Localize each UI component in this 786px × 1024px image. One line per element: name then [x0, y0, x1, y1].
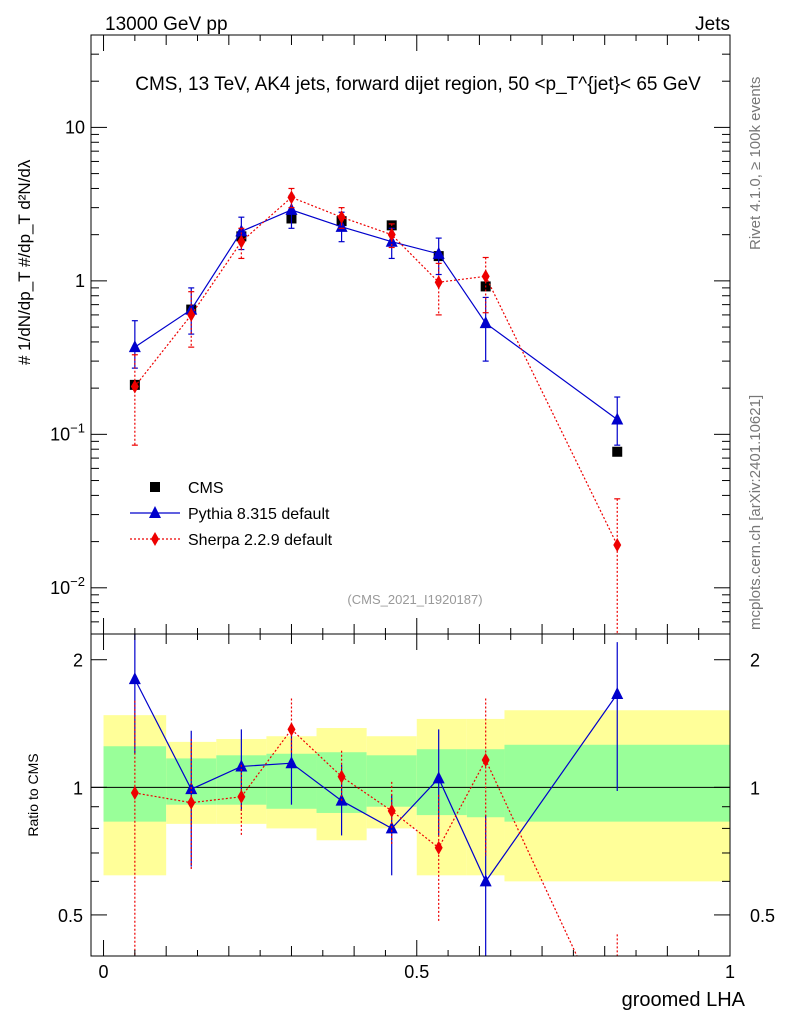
ratio-y-axis-label: Ratio to CMS	[25, 753, 41, 836]
pythia-point	[479, 316, 492, 329]
y-tick-label: 10	[65, 117, 85, 137]
sherpa-ratio-point	[287, 722, 296, 737]
y-tick-label: 10−1	[50, 420, 85, 444]
legend-sherpa-label: Sherpa 2.2.9 default	[188, 532, 333, 549]
x-tick-label: 0	[99, 962, 109, 982]
legend-pythia-label: Pythia 8.315 default	[188, 506, 330, 523]
legend-sherpa-marker	[151, 532, 159, 546]
pythia-ratio-point	[285, 756, 298, 769]
y-tick-label: 1	[750, 778, 760, 798]
x-tick-label: 1	[725, 962, 735, 982]
y-tick-label: 1	[73, 778, 83, 798]
pythia-ratio-point	[128, 672, 141, 685]
y-tick-label: 1	[75, 271, 85, 291]
main-ticks: 10−2 10−1 1 10	[50, 34, 731, 635]
main-panel: 10−2 10−1 1 10 CMS, 13 TeV, AK4 jets, forwa…	[15, 34, 731, 635]
x-axis-label: groomed LHA	[622, 989, 746, 1011]
ratio-panel: 0 0.5 1 0.5 0.5 1 1 2 2 Ratio to CMS groomed LHA	[25, 633, 775, 1011]
pythia-ratio-point	[432, 771, 445, 784]
sherpa-point	[187, 307, 196, 322]
sherpa-ratio-point	[481, 753, 490, 768]
pythia-point	[432, 246, 445, 259]
sherpa-point	[481, 269, 490, 284]
legend-cms-marker	[150, 482, 160, 492]
y-tick-label: 2	[73, 651, 83, 671]
sherpa-ratio-point	[187, 795, 196, 810]
energy-label: 13000 GeV pp	[105, 14, 228, 35]
legend: CMS Pythia 8.315 default Sherpa 2.2.9 defa…	[130, 480, 333, 549]
sherpa-point	[434, 275, 443, 290]
y-tick-label: 10−2	[50, 574, 85, 598]
rivet-label: Rivet 4.1.0, ≥ 100k events	[747, 77, 764, 250]
legend-cms-label: CMS	[188, 480, 224, 497]
sherpa-point	[337, 210, 346, 225]
analysis-id: (CMS_2021_I1920187)	[347, 592, 482, 607]
pythia-point	[235, 224, 248, 237]
sherpa-point	[287, 190, 296, 205]
y-tick-label: 0.5	[58, 906, 83, 926]
ratio-ticks: 0 0.5 1 0.5 0.5 1 1 2 2	[58, 634, 775, 982]
cms-point	[612, 446, 623, 457]
sherpa-ratio-point	[130, 785, 139, 800]
sherpa-ratio-point	[387, 803, 396, 818]
mcplots-label: mcplots.cern.ch [arXiv:2401.10621]	[747, 395, 764, 630]
sherpa-ratio-point	[434, 840, 443, 855]
pythia-point	[611, 412, 624, 425]
pythia-point	[285, 202, 298, 215]
x-tick-label: 0.5	[404, 962, 429, 982]
y-tick-label: 0.5	[750, 906, 775, 926]
pythia-ratio-point	[611, 687, 624, 700]
sherpa-ratio-point	[337, 769, 346, 784]
sherpa-ratio-point	[237, 789, 246, 804]
main-frame	[90, 34, 731, 635]
sherpa-point	[387, 227, 396, 242]
legend-pythia-marker	[149, 506, 161, 518]
pythia-point	[128, 340, 141, 353]
sherpa-point	[237, 234, 246, 249]
main-y-axis-label: # 1/dN/dp_T #/dp_T d²N/dλ	[15, 159, 34, 365]
sherpa-point	[613, 538, 622, 553]
ratio-frame	[90, 633, 731, 957]
pythia-ratio-point	[479, 874, 492, 887]
pythia-line	[134, 209, 618, 420]
category-label: Jets	[695, 14, 730, 35]
plot-title: CMS, 13 TeV, AK4 jets, forward dijet reg…	[135, 74, 701, 95]
sherpa-point	[130, 379, 139, 394]
y-tick-label: 2	[750, 651, 760, 671]
